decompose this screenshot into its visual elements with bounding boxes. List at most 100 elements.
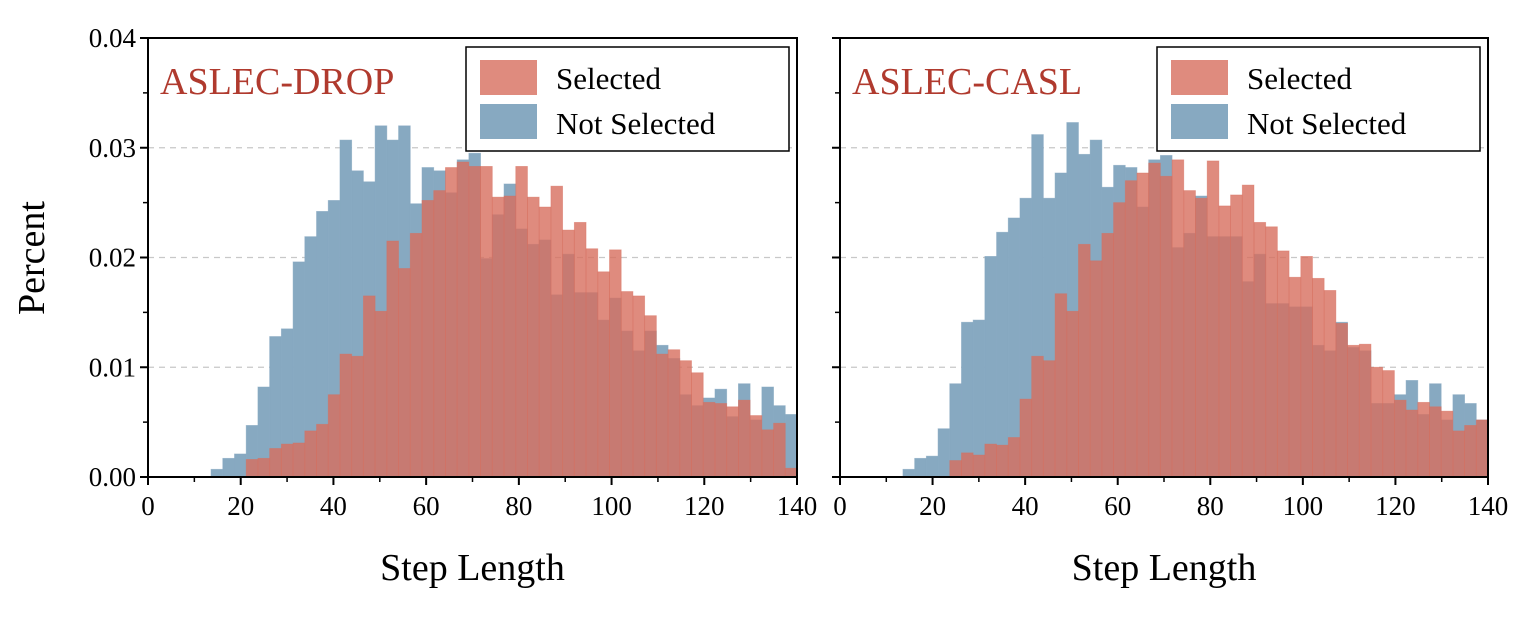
chart-title: ASLEC-DROP xyxy=(160,61,394,103)
not-selected-bar xyxy=(925,455,939,478)
y-axis-label: Percent xyxy=(11,201,53,315)
selected-bar xyxy=(527,196,540,478)
selected-bar xyxy=(1312,277,1325,478)
selected-bar xyxy=(327,394,341,478)
selected-bar xyxy=(398,268,411,478)
selected-bar xyxy=(972,454,986,478)
selected-bar xyxy=(1171,159,1185,478)
selected-bar xyxy=(996,444,1009,478)
selected-bar xyxy=(245,459,259,478)
not-selected-bar xyxy=(222,457,235,478)
selected-bar xyxy=(1452,430,1465,478)
not-selected-bar xyxy=(972,319,986,478)
selected-bar xyxy=(339,353,353,478)
selected-bar xyxy=(456,161,470,478)
legend: Selected Not Selected xyxy=(1156,46,1481,152)
selected-bar xyxy=(620,291,634,478)
selected-bar xyxy=(386,240,399,478)
y-tick-label: 0.04 xyxy=(89,23,137,53)
not-selected-bar xyxy=(234,453,247,478)
x-tick-label: 20 xyxy=(227,491,254,521)
selected-bar xyxy=(1183,190,1196,478)
selected-bar xyxy=(597,271,610,478)
x-axis-label: Step Length xyxy=(380,547,565,589)
y-tick-label: 0.03 xyxy=(89,133,136,163)
x-tick-label: 40 xyxy=(320,491,347,521)
x-tick-label: 40 xyxy=(1012,491,1039,521)
selected-bar xyxy=(280,443,294,478)
x-tick-label: 100 xyxy=(1283,491,1324,521)
x-tick-label: 80 xyxy=(505,491,532,521)
legend-swatch-not-selected xyxy=(480,104,537,139)
selected-bar xyxy=(550,185,564,478)
selected-bar xyxy=(269,448,282,478)
y-tick-label: 0.02 xyxy=(89,243,136,273)
chart-panel-1: 0 20 40 60 80 100 120 140 0.00 0.01 0.02 0.03 0.04 St… xyxy=(11,23,817,589)
selected-bar xyxy=(1393,399,1407,478)
selected-bar xyxy=(1464,425,1477,478)
selected-bar xyxy=(1265,226,1278,478)
legend-swatch-not-selected xyxy=(1171,104,1228,139)
selected-bar xyxy=(749,415,763,478)
selected-bar xyxy=(784,467,798,478)
selected-bar xyxy=(1276,250,1290,478)
chart-panel-2: 0 20 40 60 80 100 120 140 Step Length ASLEC-CASL S… xyxy=(832,37,1509,589)
selected-bar xyxy=(655,353,669,478)
x-tick-label: 120 xyxy=(1375,491,1416,521)
x-tick-label: 140 xyxy=(1468,491,1509,521)
selected-bar xyxy=(1323,290,1337,478)
selected-bar xyxy=(1148,162,1161,478)
x-tick-label: 80 xyxy=(1197,491,1224,521)
selected-bar xyxy=(773,422,786,478)
x-tick-label: 100 xyxy=(591,491,632,521)
selected-bar xyxy=(538,206,552,478)
selected-bar xyxy=(1206,160,1220,478)
x-tick-label: 20 xyxy=(919,491,946,521)
selected-bar xyxy=(667,349,681,478)
selected-bar xyxy=(1054,293,1068,478)
not-selected-bar xyxy=(996,231,1009,478)
selected-bar xyxy=(1300,256,1313,478)
selected-bar xyxy=(961,452,974,478)
selected-bar xyxy=(632,295,646,478)
selected-bar xyxy=(433,190,446,478)
selected-bar xyxy=(292,442,306,478)
legend-label-not-selected: Not Selected xyxy=(556,106,716,141)
selected-bar xyxy=(573,221,587,478)
selected-bar xyxy=(304,430,317,478)
legend-label-not-selected: Not Selected xyxy=(1247,106,1407,141)
selected-bar xyxy=(1429,406,1442,478)
selected-bar xyxy=(609,249,622,478)
selected-bar xyxy=(1382,370,1395,478)
chart-title: ASLEC-CASL xyxy=(852,61,1082,103)
selected-bar xyxy=(351,355,364,478)
selected-bar xyxy=(726,406,739,478)
selected-bar xyxy=(503,195,517,478)
x-axis-label: Step Length xyxy=(1072,547,1257,589)
x-tick-label: 120 xyxy=(684,491,725,521)
legend-label-selected: Selected xyxy=(556,61,662,96)
selected-bar xyxy=(1078,243,1091,478)
selected-bar xyxy=(515,166,528,478)
selected-bar xyxy=(714,403,728,478)
selected-bar xyxy=(1475,419,1489,478)
selected-bar xyxy=(1007,437,1021,478)
selected-bar xyxy=(691,372,704,478)
legend-swatch-selected xyxy=(480,60,537,95)
selected-bar xyxy=(1159,175,1173,478)
y-tick-label: 0.00 xyxy=(89,462,136,492)
selected-bar xyxy=(679,360,692,478)
selected-bar xyxy=(362,295,376,478)
selected-bar xyxy=(491,196,505,478)
selected-bar xyxy=(1288,276,1302,478)
x-tick-label: 0 xyxy=(141,491,155,521)
selected-bar xyxy=(1019,398,1033,478)
selected-bar xyxy=(409,232,423,478)
selected-bar xyxy=(562,229,575,478)
selected-bar xyxy=(1358,343,1372,478)
selected-bar xyxy=(1042,360,1056,478)
selected-bar xyxy=(421,200,435,478)
selected-bar xyxy=(1370,366,1384,478)
x-tick-label: 60 xyxy=(413,491,440,521)
